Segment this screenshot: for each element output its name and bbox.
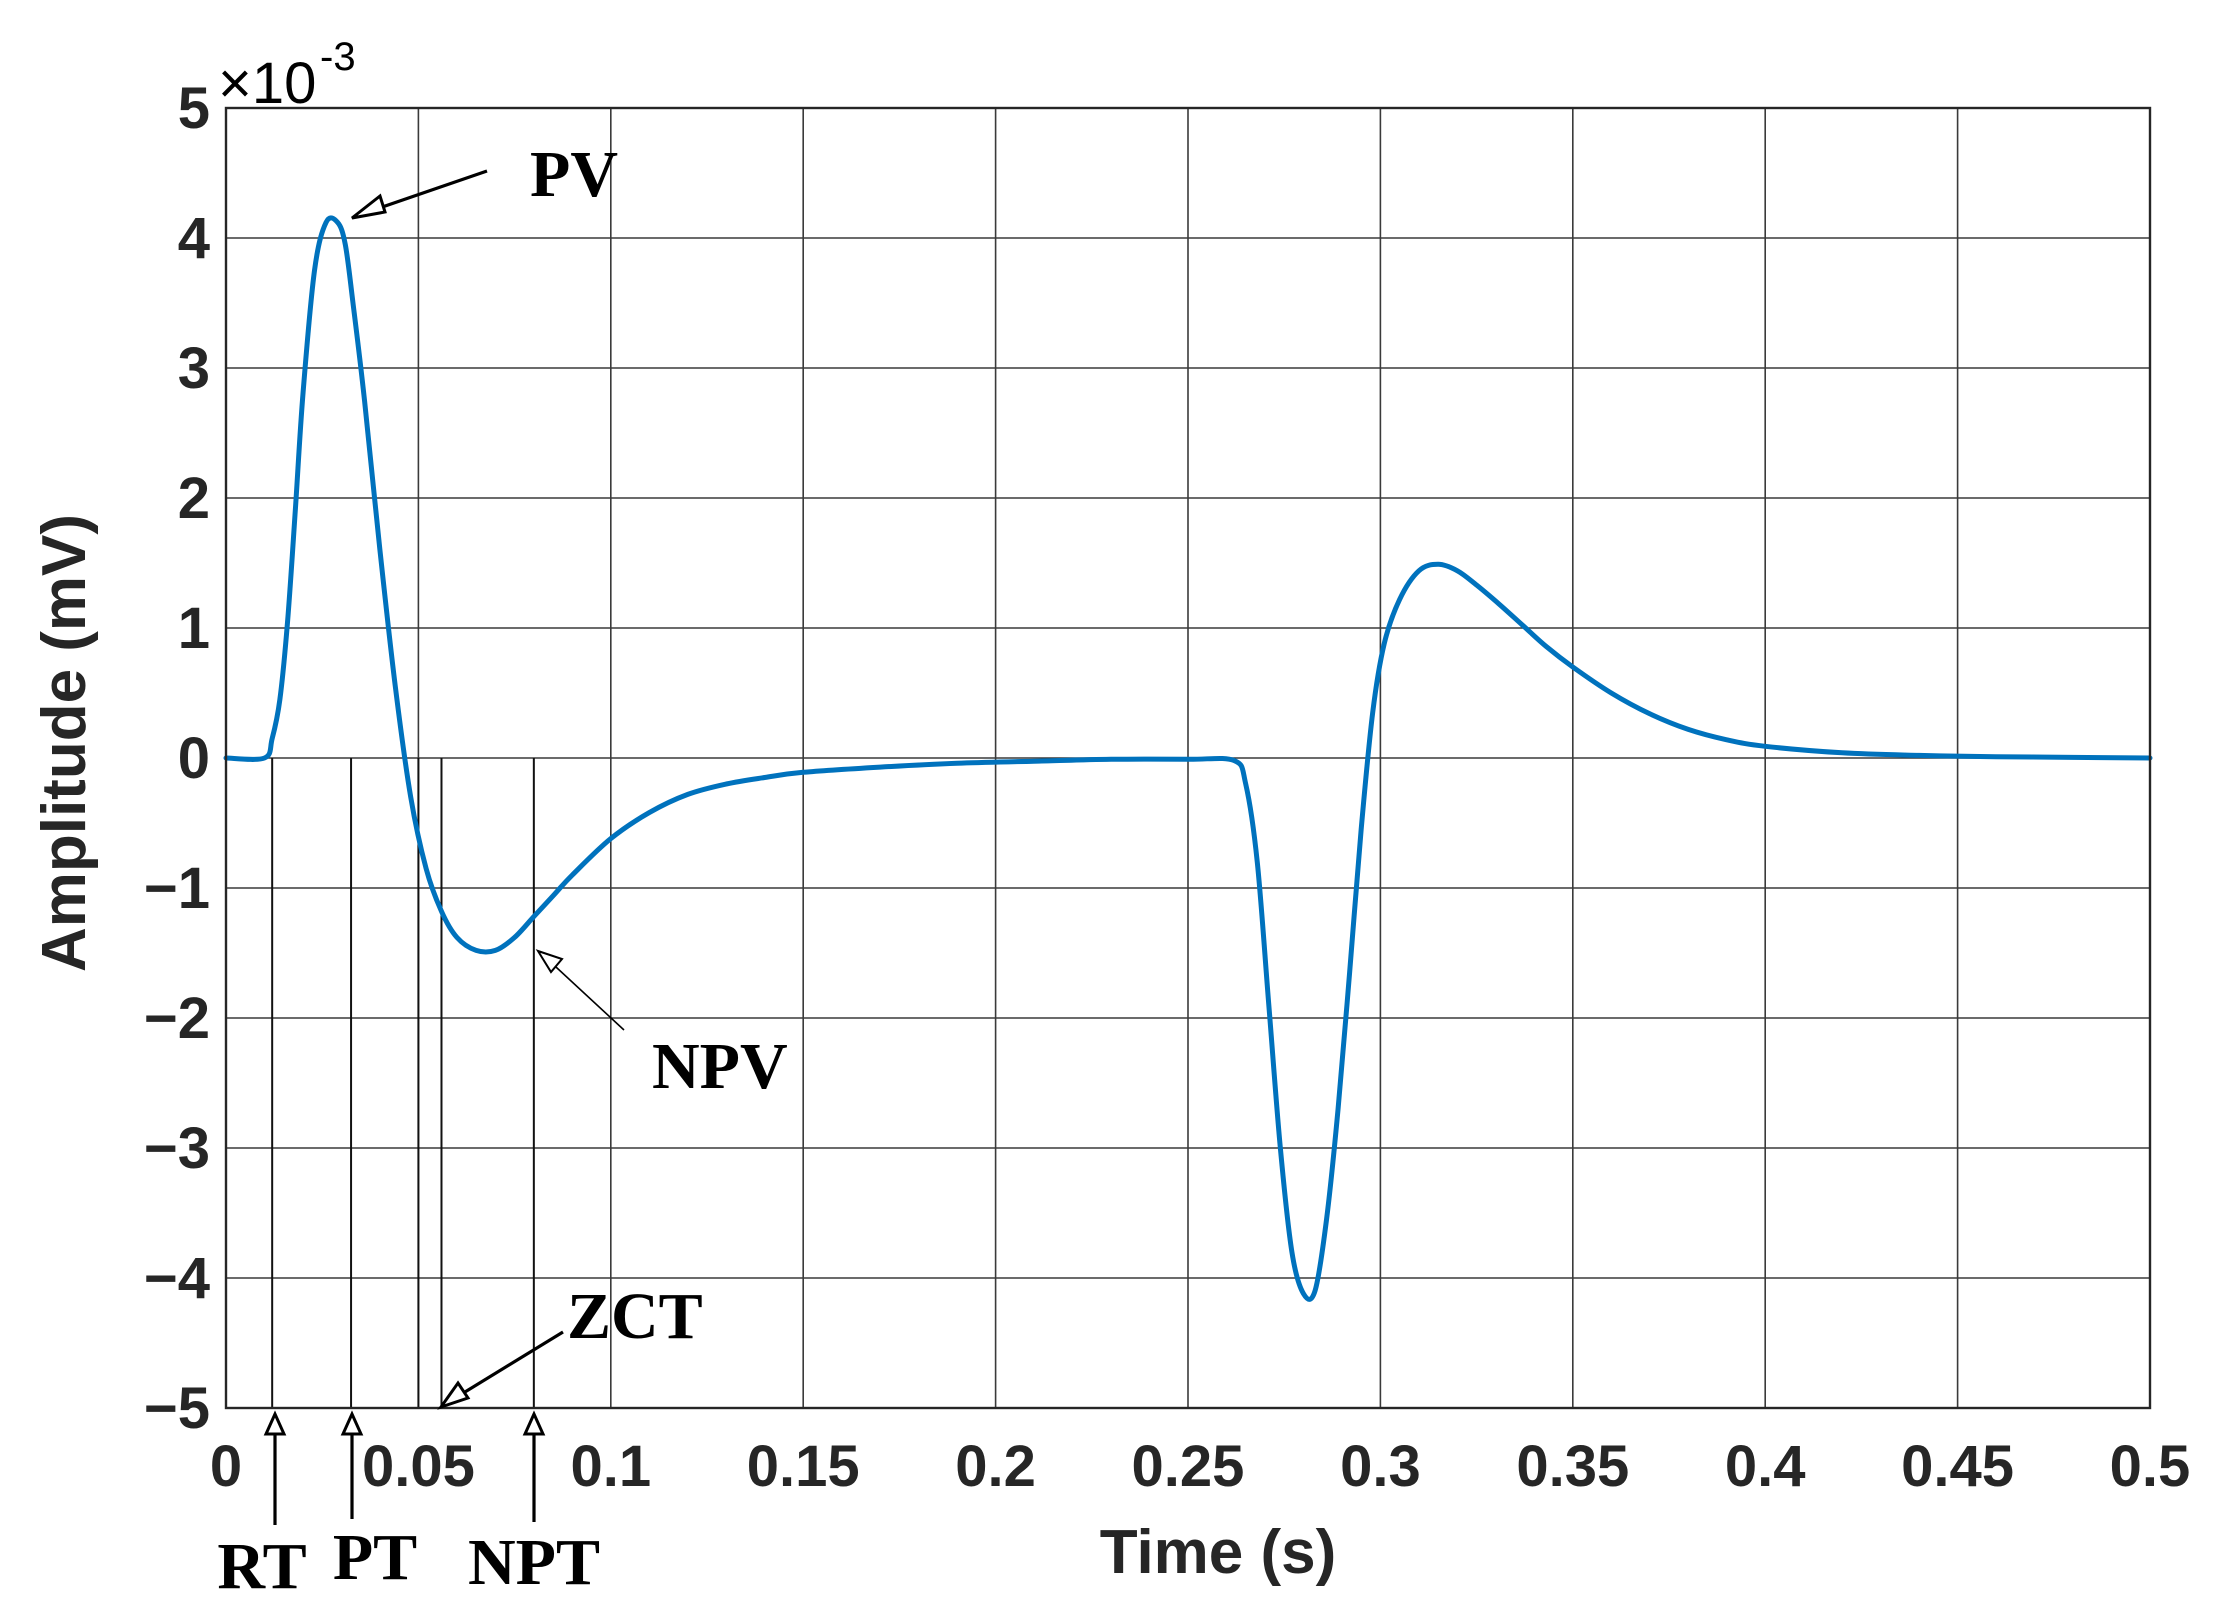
y-tick-label: 3 xyxy=(178,336,210,401)
y-tick-label: −4 xyxy=(144,1246,210,1311)
x-tick-label: 0.35 xyxy=(1516,1434,1629,1499)
npv-label: NPV xyxy=(652,1030,788,1103)
y-tick-label: 2 xyxy=(178,466,210,531)
y-tick-label: 4 xyxy=(178,206,210,271)
x-tick-label: 0.05 xyxy=(362,1434,475,1499)
npv-arrow-line xyxy=(542,954,625,1031)
x-tick-label: 0.15 xyxy=(747,1434,860,1499)
y-multiplier-base: ×10 xyxy=(218,51,316,116)
zct-arrow-line xyxy=(446,1330,564,1405)
signal-line-series xyxy=(223,215,2153,1302)
x-tick-label: 0.25 xyxy=(1132,1434,1245,1499)
y-tick-labels: 5 4 3 2 1 0 −1 −2 −3 −4 −5 xyxy=(144,76,210,1441)
y-axis-label: Amplitude (mV) xyxy=(30,514,99,972)
npt-label: NPT xyxy=(468,1526,600,1599)
x-tick-label: 0.45 xyxy=(1901,1434,2014,1499)
x-tick-label: 0.2 xyxy=(955,1434,1036,1499)
pv-arrow-head xyxy=(351,193,387,220)
y-multiplier-exponent: -3 xyxy=(320,35,356,79)
x-tick-label: 0 xyxy=(210,1434,242,1499)
plot-frame xyxy=(224,106,2152,1410)
x-tick-labels: 0 0.05 0.1 0.15 0.2 0.25 0.3 0.35 0.4 0.45 0.5 xyxy=(210,1434,2190,1499)
zct-label: ZCT xyxy=(567,1280,703,1353)
pv-label: PV xyxy=(530,138,618,211)
rt-up-arrow xyxy=(263,1410,287,1525)
y-tick-label: 5 xyxy=(178,76,210,141)
annotations: PV NPV ZCT RT PT NPT xyxy=(217,138,787,1601)
zct-arrow-head xyxy=(437,1380,471,1410)
y-tick-label: 1 xyxy=(178,596,210,661)
pt-up-arrow xyxy=(340,1410,364,1519)
x-axis-label: Time (s) xyxy=(1100,1518,1337,1587)
y-tick-label: 0 xyxy=(178,726,210,791)
pt-label: PT xyxy=(333,1521,417,1594)
npv-arrow-head xyxy=(535,949,564,974)
y-tick-label: −5 xyxy=(144,1376,210,1441)
y-multiplier: ×10 -3 xyxy=(218,35,356,116)
npt-up-arrow xyxy=(522,1410,546,1522)
rt-label: RT xyxy=(217,1530,306,1601)
y-tick-label: −2 xyxy=(144,986,210,1051)
x-tick-label: 0.4 xyxy=(1725,1434,1806,1499)
y-tick-label: −3 xyxy=(144,1116,210,1181)
x-tick-label: 0.5 xyxy=(2110,1434,2191,1499)
x-tick-label: 0.1 xyxy=(570,1434,651,1499)
marker-lines xyxy=(271,758,535,1408)
x-tick-label: 0.3 xyxy=(1340,1434,1421,1499)
y-tick-label: −1 xyxy=(144,856,210,921)
